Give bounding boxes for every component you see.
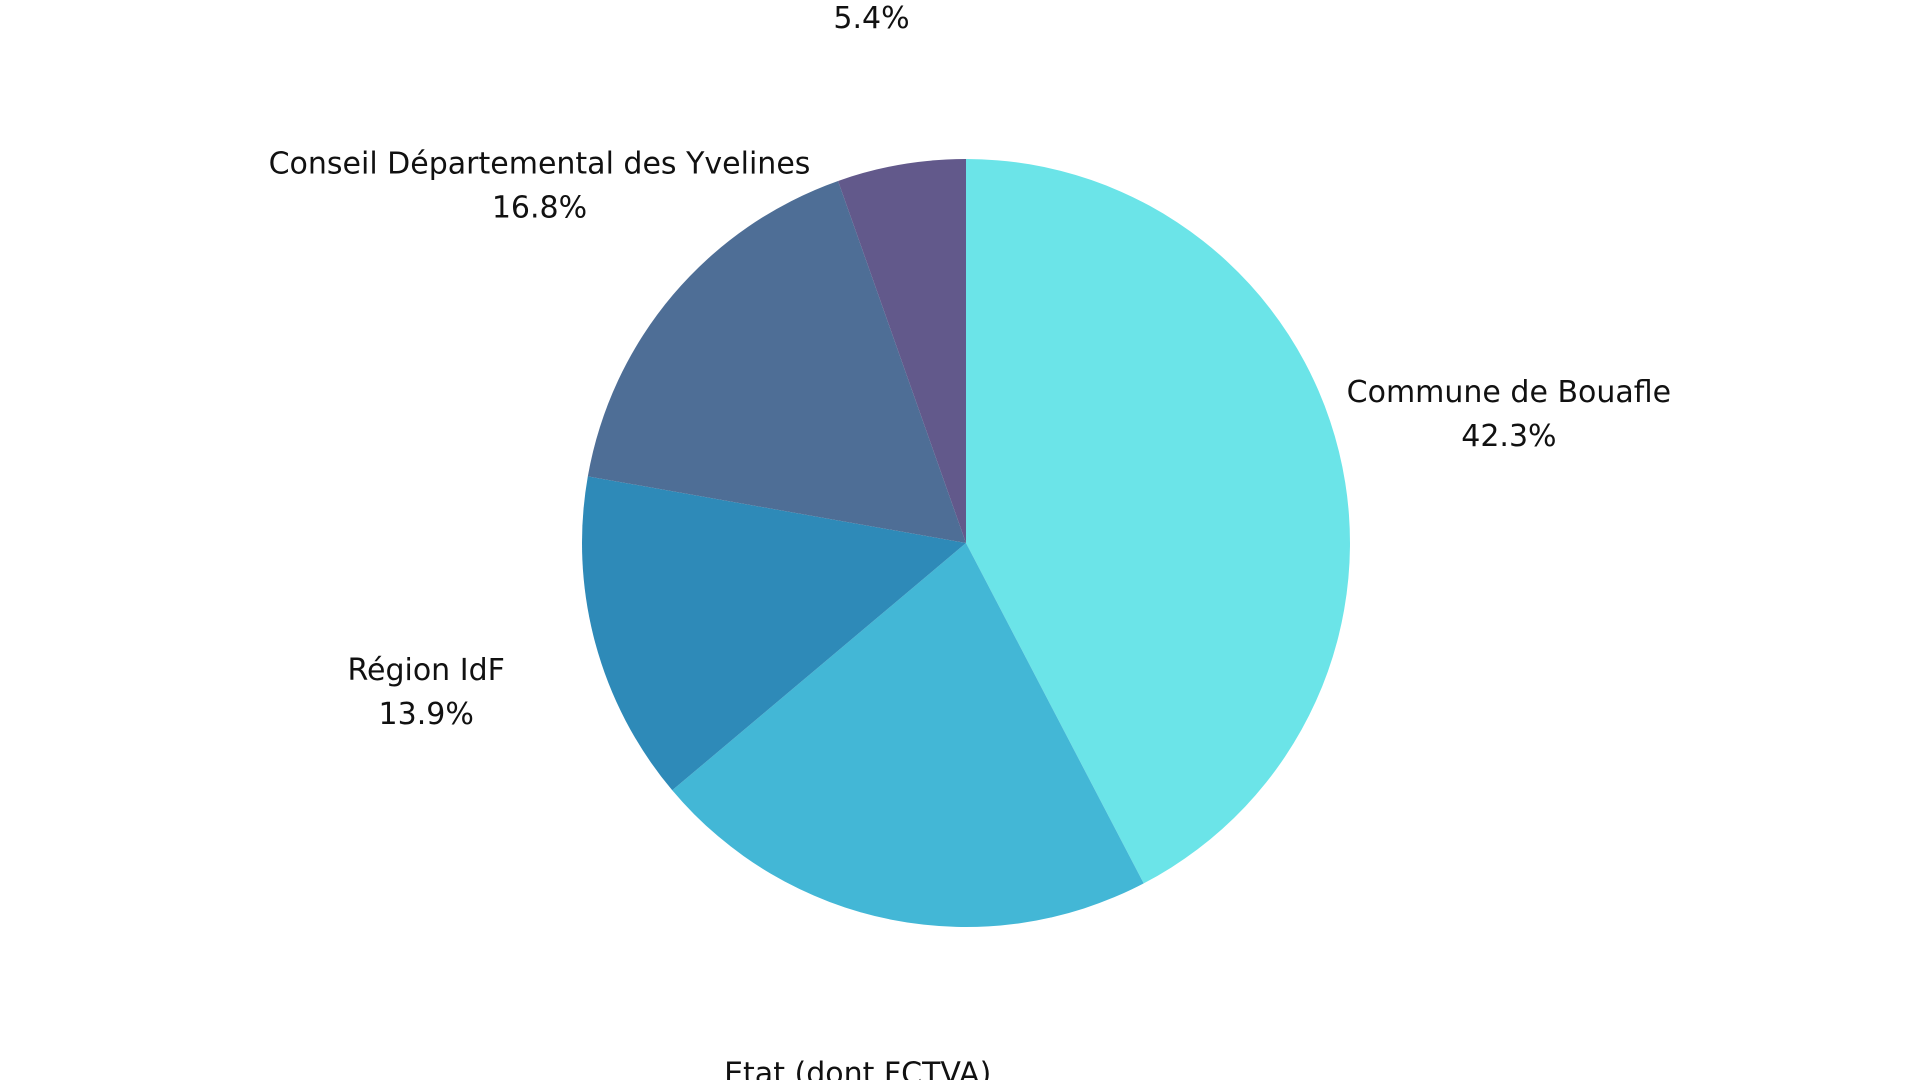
pie-label-autres: Autres5.4% [833, 1, 909, 36]
pie-slice-autres [838, 159, 966, 543]
slice-percentage: 16.8% [492, 191, 587, 226]
pie-slices [581, 159, 1350, 927]
slice-percentage: 42.3% [1461, 419, 1556, 454]
slice-label: Région IdF [348, 653, 505, 688]
pie-slice-conseil-departemental-des-yvelines [587, 180, 966, 543]
pie-label-conseil-departemental-des-yvelines: Conseil Départemental des Yvelines 16.8% [269, 147, 811, 226]
slice-label: Commune de Bouafle [1347, 375, 1672, 410]
pie-slice-etat-dont-fctva [672, 543, 1144, 927]
slice-percentage: 5.4% [833, 1, 909, 36]
pie-labels: Commune de Bouafle 42.3% Etat (dont FCTVA)… [269, 1, 1672, 1085]
pie-label-commune-de-bouafle: Commune de Bouafle 42.3% [1347, 375, 1672, 454]
slice-label: Etat (dont FCTVA) [724, 1056, 991, 1080]
pie-label-region-idf: Région IdF 13.9% [348, 653, 505, 732]
pie-slice-commune-de-bouafle [966, 159, 1350, 884]
slice-percentage: 13.9% [379, 697, 474, 732]
pie-label-etat-dont-fctva: Etat (dont FCTVA)21.5% [724, 1056, 991, 1085]
pie-slice-region-idf [581, 476, 966, 791]
slice-label: Conseil Départemental des Yvelines [269, 147, 811, 182]
